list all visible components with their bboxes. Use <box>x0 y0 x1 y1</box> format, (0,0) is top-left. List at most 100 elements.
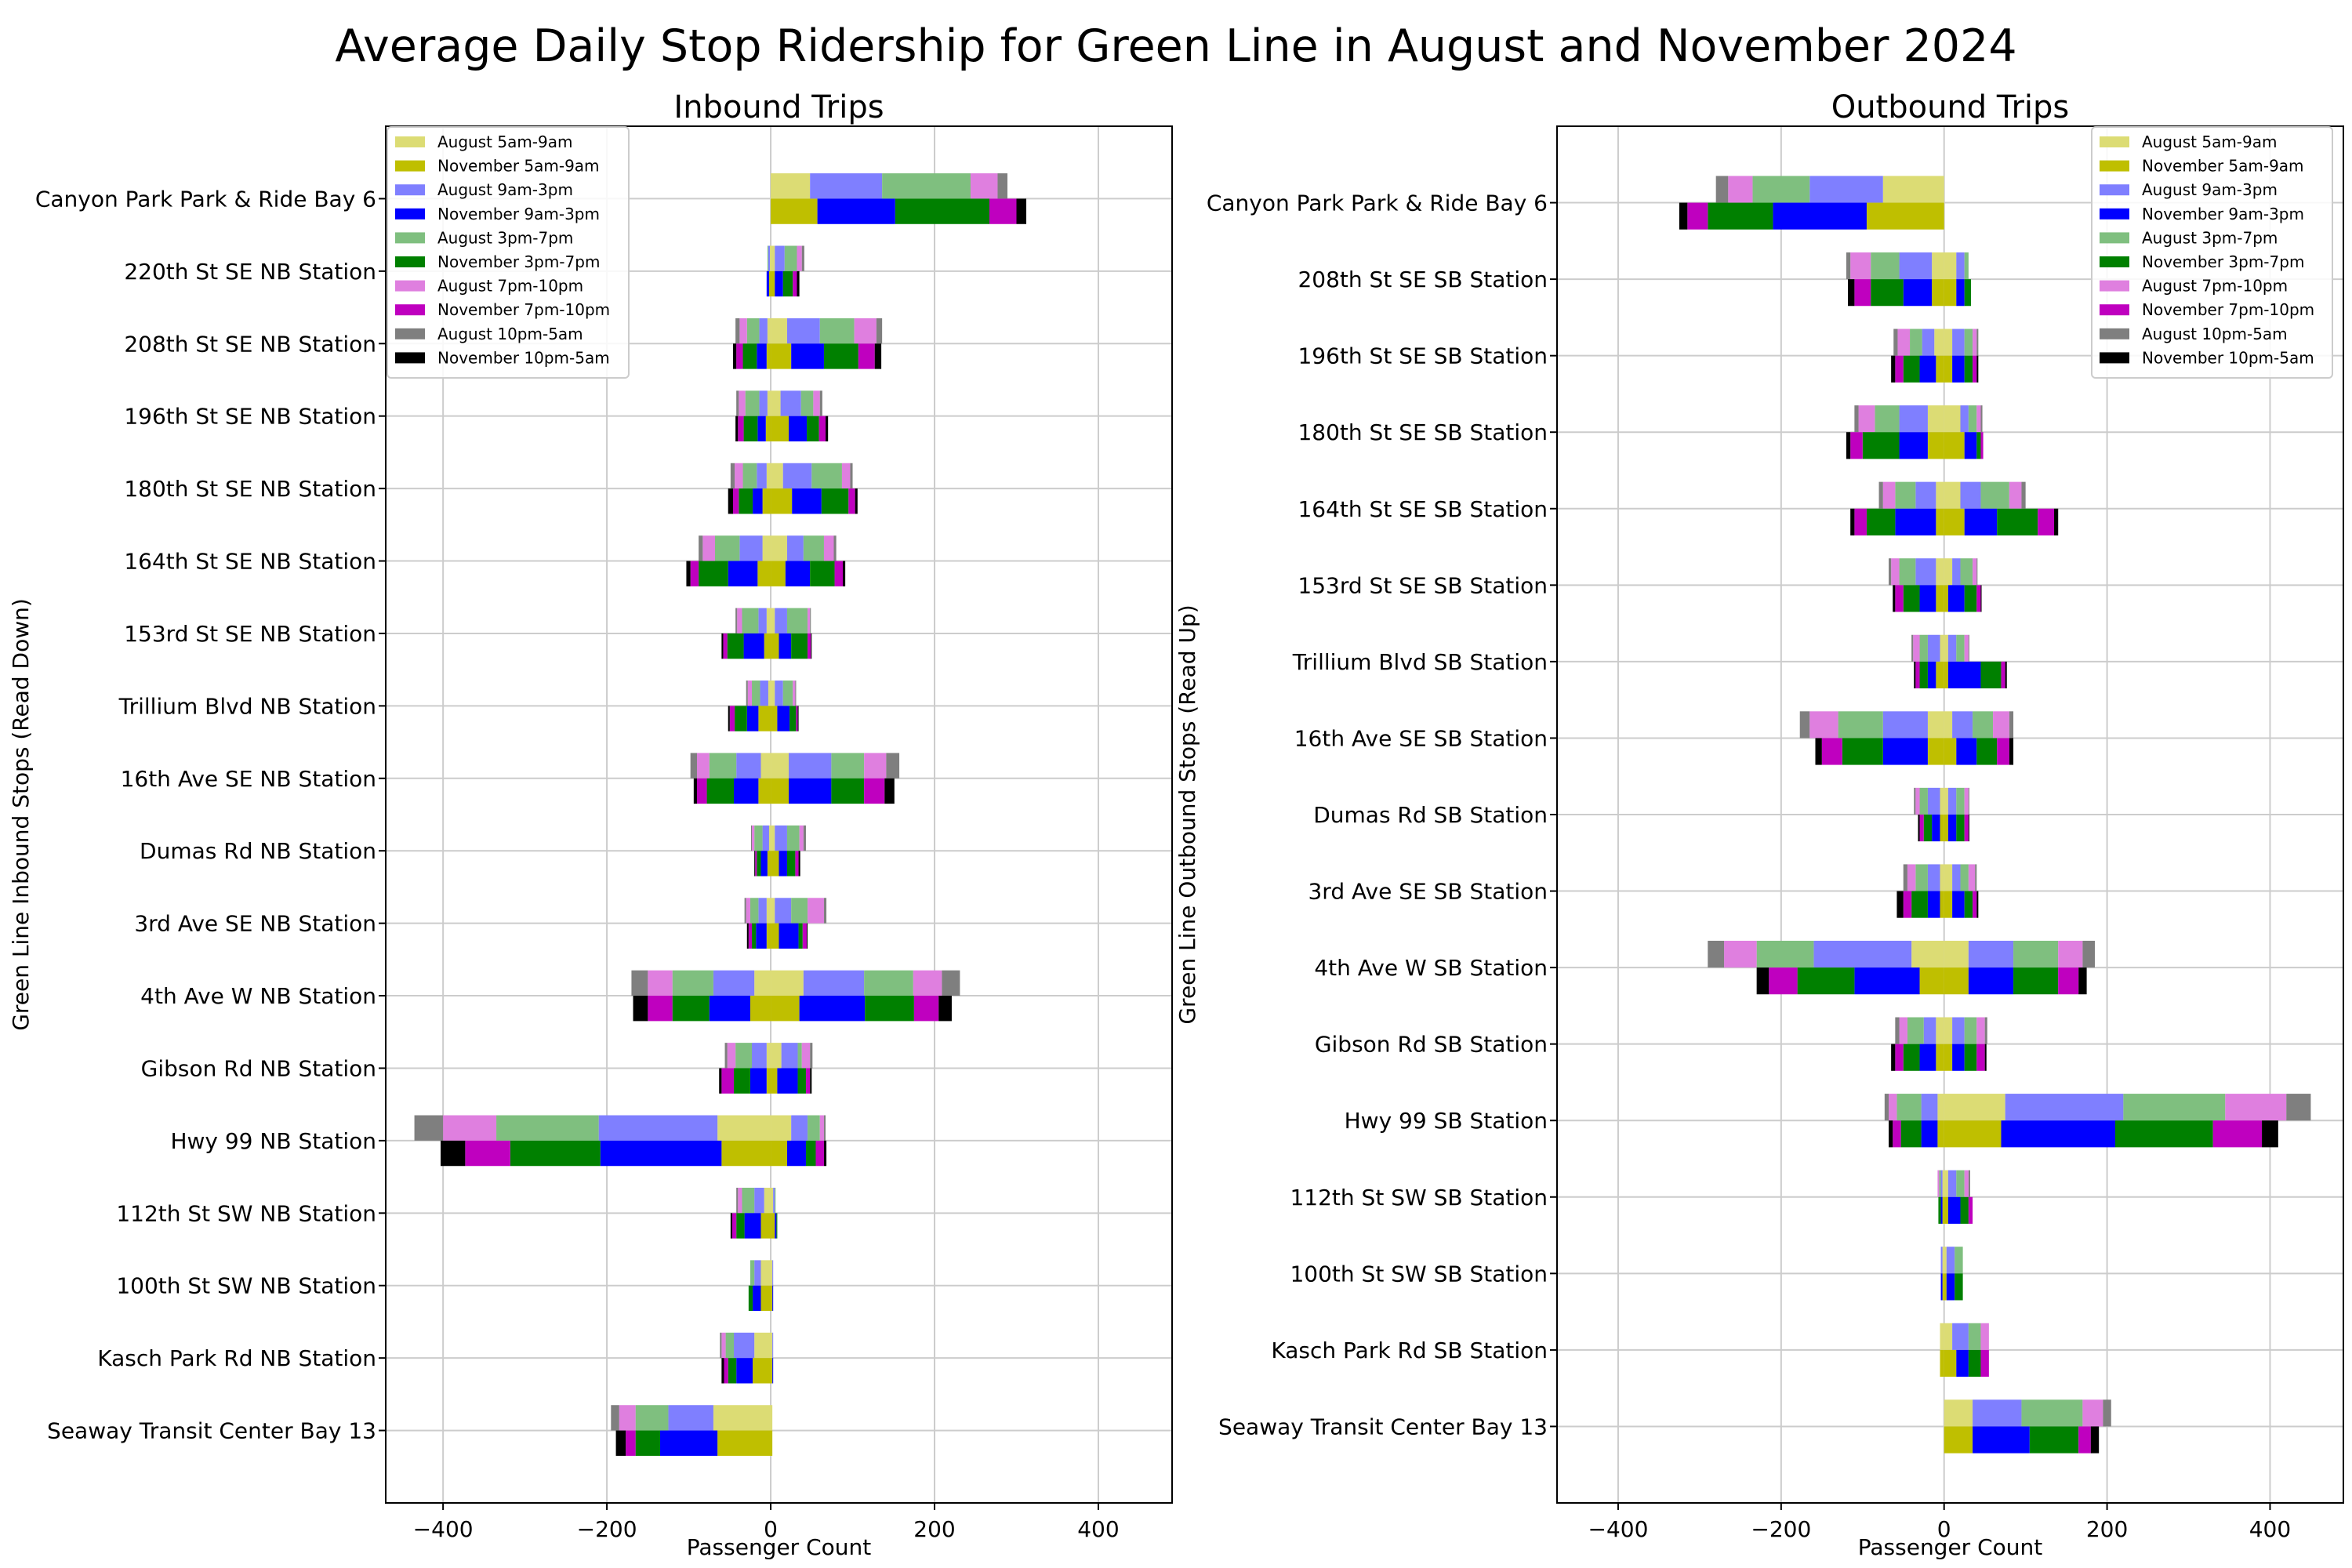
bar-segment-nov-boardings <box>1947 815 1957 842</box>
bar-segment-aug-boardings <box>791 898 808 924</box>
stop-label: Hwy 99 SB Station <box>1345 1108 1548 1134</box>
bar-segment-aug-boardings <box>771 1187 774 1214</box>
bar-segment-aug-alightings <box>738 1187 742 1214</box>
stop-label: 3rd Ave SE SB Station <box>1308 879 1548 905</box>
bar-segment-nov-alightings <box>709 996 750 1022</box>
legend: August 5am-9am November 5am-9am August 9am… <box>387 126 630 379</box>
bar-segment-aug-alightings <box>742 608 759 633</box>
bar-segment-aug-boardings <box>2021 1399 2083 1427</box>
bar-segment-nov-boardings <box>1947 661 1981 689</box>
x-tick-label: 200 <box>913 1516 955 1542</box>
bar-segment-aug-alightings <box>1889 1094 1897 1121</box>
bar-segment-aug-boardings <box>780 390 801 416</box>
bar-segment-aug-alightings <box>1899 558 1916 586</box>
bar-segment-aug-boardings <box>775 245 785 271</box>
bar-segment-nov-alightings <box>1862 432 1900 459</box>
bar-segment-aug-alightings <box>725 1332 735 1359</box>
stop-label: 164th St SE SB Station <box>1298 496 1548 522</box>
bar-segment-aug-boardings <box>1947 634 1957 662</box>
bar-segment-aug-alightings <box>736 1187 739 1214</box>
bar-segment-nov-alightings <box>728 706 730 731</box>
bar-segment-nov-alightings <box>465 1140 510 1167</box>
legend-swatch <box>2100 208 2129 220</box>
bar-segment-aug-alightings <box>611 1405 619 1431</box>
bar-segment-aug-boardings <box>786 318 820 344</box>
bar-segment-nov-boardings <box>795 851 799 877</box>
legend-label: November 5am-9am <box>437 157 600 176</box>
bar-segment-nov-alightings <box>1942 1196 1944 1224</box>
bar-segment-aug-alightings <box>759 318 768 344</box>
bar-segment-aug-boardings <box>841 463 851 489</box>
bar-segment-aug-boardings <box>2225 1094 2287 1121</box>
bar-segment-nov-alightings <box>1900 1120 1922 1148</box>
bar-segment-nov-alightings <box>736 1358 753 1384</box>
bar-segment-aug-alightings <box>737 608 742 633</box>
bar-segment-aug-alightings <box>735 318 740 344</box>
x-tick-label: −400 <box>413 1516 474 1542</box>
bar-segment-aug-alightings <box>1838 711 1883 739</box>
bar-segment-aug-boardings <box>771 825 775 851</box>
stop-label: 220th St SE NB Station <box>124 259 376 285</box>
bar-segment-nov-alightings <box>626 1430 636 1456</box>
bar-segment-aug-alightings <box>767 318 771 344</box>
legend-box <box>387 126 630 379</box>
y-axis-label: Green Line Inbound Stops (Read Down) <box>8 598 34 1031</box>
bar-segment-aug-boardings <box>1952 558 1961 586</box>
legend-swatch <box>395 160 425 172</box>
legend-swatch <box>395 256 425 267</box>
legend-label: August 7pm-10pm <box>2142 277 2288 296</box>
bar-segment-aug-boardings <box>771 390 781 416</box>
bar-segment-nov-alightings <box>600 1140 722 1167</box>
bar-segment-nov-boardings <box>1956 279 1965 307</box>
bar-segment-aug-alightings <box>1889 558 1892 586</box>
bar-segment-aug-alightings <box>1871 252 1900 280</box>
bar-segment-nov-boardings <box>1946 1273 1955 1301</box>
bar-segment-nov-alightings <box>1914 661 1916 689</box>
bar-segment-aug-alightings <box>1937 1094 1944 1121</box>
bar-segment-aug-alightings <box>1927 405 1944 433</box>
stop-label: Gibson Rd NB Station <box>141 1055 376 1081</box>
bar-segment-aug-boardings <box>1952 711 1973 739</box>
bar-segment-aug-alightings <box>1921 1094 1938 1121</box>
bar-segment-nov-boardings <box>1980 661 2002 689</box>
bar-segment-nov-alightings <box>721 1358 724 1384</box>
bar-segment-nov-alightings <box>760 1213 771 1239</box>
bar-segment-aug-alightings <box>1708 940 1725 968</box>
bar-segment-aug-alightings <box>762 825 769 851</box>
bar-segment-aug-alightings <box>1940 1170 1943 1197</box>
bar-segment-aug-alightings <box>739 535 763 561</box>
bar-segment-aug-alightings <box>735 463 743 489</box>
bar-segment-aug-boardings <box>2103 1399 2111 1427</box>
bar-segment-nov-boardings <box>808 633 811 659</box>
bar-segment-aug-boardings <box>781 1043 798 1069</box>
bar-segment-aug-boardings <box>799 825 804 851</box>
bar-segment-aug-alightings <box>1895 481 1916 509</box>
bar-segment-nov-boardings <box>771 1285 773 1312</box>
bar-segment-nov-boardings <box>1976 432 1981 459</box>
bar-segment-nov-boardings <box>810 1068 812 1094</box>
bar-segment-aug-boardings <box>913 970 942 996</box>
bar-segment-aug-boardings <box>2009 481 2022 509</box>
bar-segment-aug-boardings <box>775 608 787 633</box>
bar-segment-nov-boardings <box>1944 1196 1948 1224</box>
bar-segment-aug-alightings <box>1752 176 1810 203</box>
bar-segment-nov-alightings <box>1895 585 1904 612</box>
bar-segment-nov-alightings <box>672 996 710 1022</box>
bar-segment-aug-alightings <box>690 753 698 779</box>
bar-segment-aug-alightings <box>1940 1247 1943 1274</box>
bar-segment-nov-boardings <box>1952 355 1965 383</box>
bar-segment-nov-alightings <box>1918 815 1920 842</box>
bar-segment-aug-alightings <box>1911 940 1944 968</box>
bar-segment-nov-alightings <box>1891 1044 1896 1071</box>
bar-segment-nov-boardings <box>2058 967 2079 995</box>
bar-segment-aug-boardings <box>1956 787 1965 815</box>
bar-segment-aug-alightings <box>1878 481 1883 509</box>
bar-segment-aug-boardings <box>1975 864 1977 891</box>
bar-segment-aug-boardings <box>1956 634 1965 662</box>
bar-segment-nov-alightings <box>743 633 764 659</box>
bar-segment-aug-boardings <box>2021 481 2026 509</box>
stop-label: 3rd Ave SE NB Station <box>134 911 376 937</box>
bar-segment-aug-alightings <box>759 390 768 416</box>
bar-segment-aug-boardings <box>1960 481 1981 509</box>
bar-segment-nov-alightings <box>729 706 735 731</box>
